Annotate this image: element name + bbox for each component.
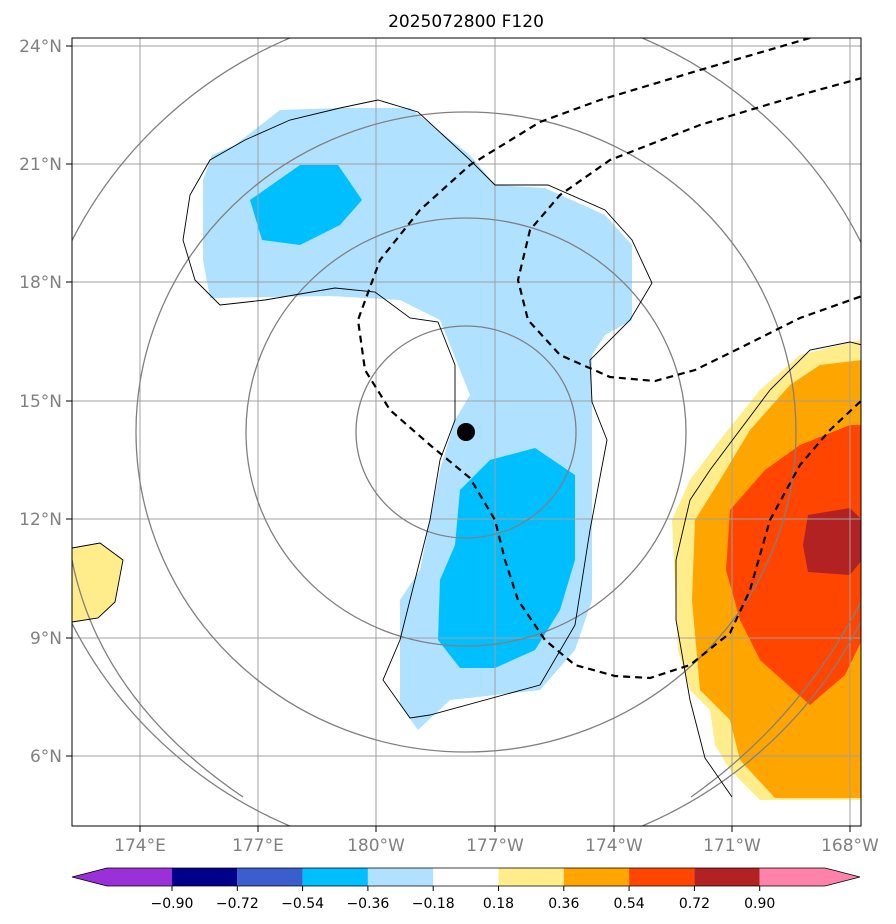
colorbar-tick-label: 0.90 (744, 896, 775, 912)
lat-label: 24°N (19, 37, 62, 57)
colorbar-segment (237, 868, 303, 886)
lat-label: 12°N (19, 510, 62, 530)
colorbar-segment (759, 868, 860, 886)
colorbar-tick-label: −0.36 (346, 896, 389, 912)
colorbar-tick-label: −0.72 (216, 896, 259, 912)
lat-label: 9°N (30, 629, 62, 649)
outline-contour-main (182, 99, 653, 719)
field-firebrick-east (803, 508, 861, 575)
colorbar-tick-label: 0.54 (614, 896, 645, 912)
lon-label: 174°E (114, 836, 166, 856)
lat-label: 18°N (19, 273, 62, 293)
lat-label: 6°N (30, 747, 62, 767)
dashed-contours (356, 38, 861, 680)
lon-label: 168°W (821, 836, 879, 856)
colorbar-segment (694, 868, 760, 886)
tick-marks (66, 45, 851, 832)
colorbar-segment (72, 868, 172, 886)
colorbar-segment (563, 868, 630, 886)
field-blue-south (438, 448, 575, 668)
colorbar-segment (302, 868, 368, 886)
colorbar-segment (498, 868, 564, 886)
colorbar-segment (433, 868, 499, 886)
latitude-labels: 24°N 21°N 18°N 15°N 12°N 9°N 6°N (19, 37, 62, 767)
colorbar-tick-label: −0.54 (281, 896, 324, 912)
colorbar-tick-label: 0.36 (548, 896, 579, 912)
graticule (72, 38, 861, 826)
colorbar-tick-label: −0.90 (151, 896, 194, 912)
lon-label: 180°W (347, 836, 405, 856)
lon-label: 174°W (585, 836, 643, 856)
field-yellow-west (72, 543, 123, 622)
lon-label: 177°E (232, 836, 284, 856)
outline-contour-east (675, 341, 861, 798)
colorbar-segment (629, 868, 695, 886)
colorbar-segment (172, 868, 238, 886)
longitude-labels: 174°E 177°E 180°W 177°W 174°W 171°W 168°… (114, 836, 879, 856)
colorbar: −0.90 −0.72 −0.54 −0.36 −0.18 0.18 0.36 … (71, 867, 861, 912)
lon-label: 177°W (466, 836, 524, 856)
figure-title: 2025072800 F120 (388, 12, 544, 32)
lon-label: 171°W (703, 836, 761, 856)
outline-contour-west (72, 542, 124, 623)
map-frame (71, 37, 862, 827)
colorbar-tick-label: 0.72 (679, 896, 710, 912)
field-orange-red-east (726, 425, 861, 705)
colorbar-outline (71, 867, 861, 887)
colorbar-tick-label: −0.18 (412, 896, 455, 912)
field-blue-north (250, 165, 362, 245)
colorbar-tick-label: 0.18 (483, 896, 514, 912)
map-plot-area (72, 38, 861, 826)
lat-label: 21°N (19, 155, 62, 175)
colorbar-segment (367, 868, 434, 886)
storm-center-marker (457, 423, 475, 441)
lat-label: 15°N (19, 392, 62, 412)
